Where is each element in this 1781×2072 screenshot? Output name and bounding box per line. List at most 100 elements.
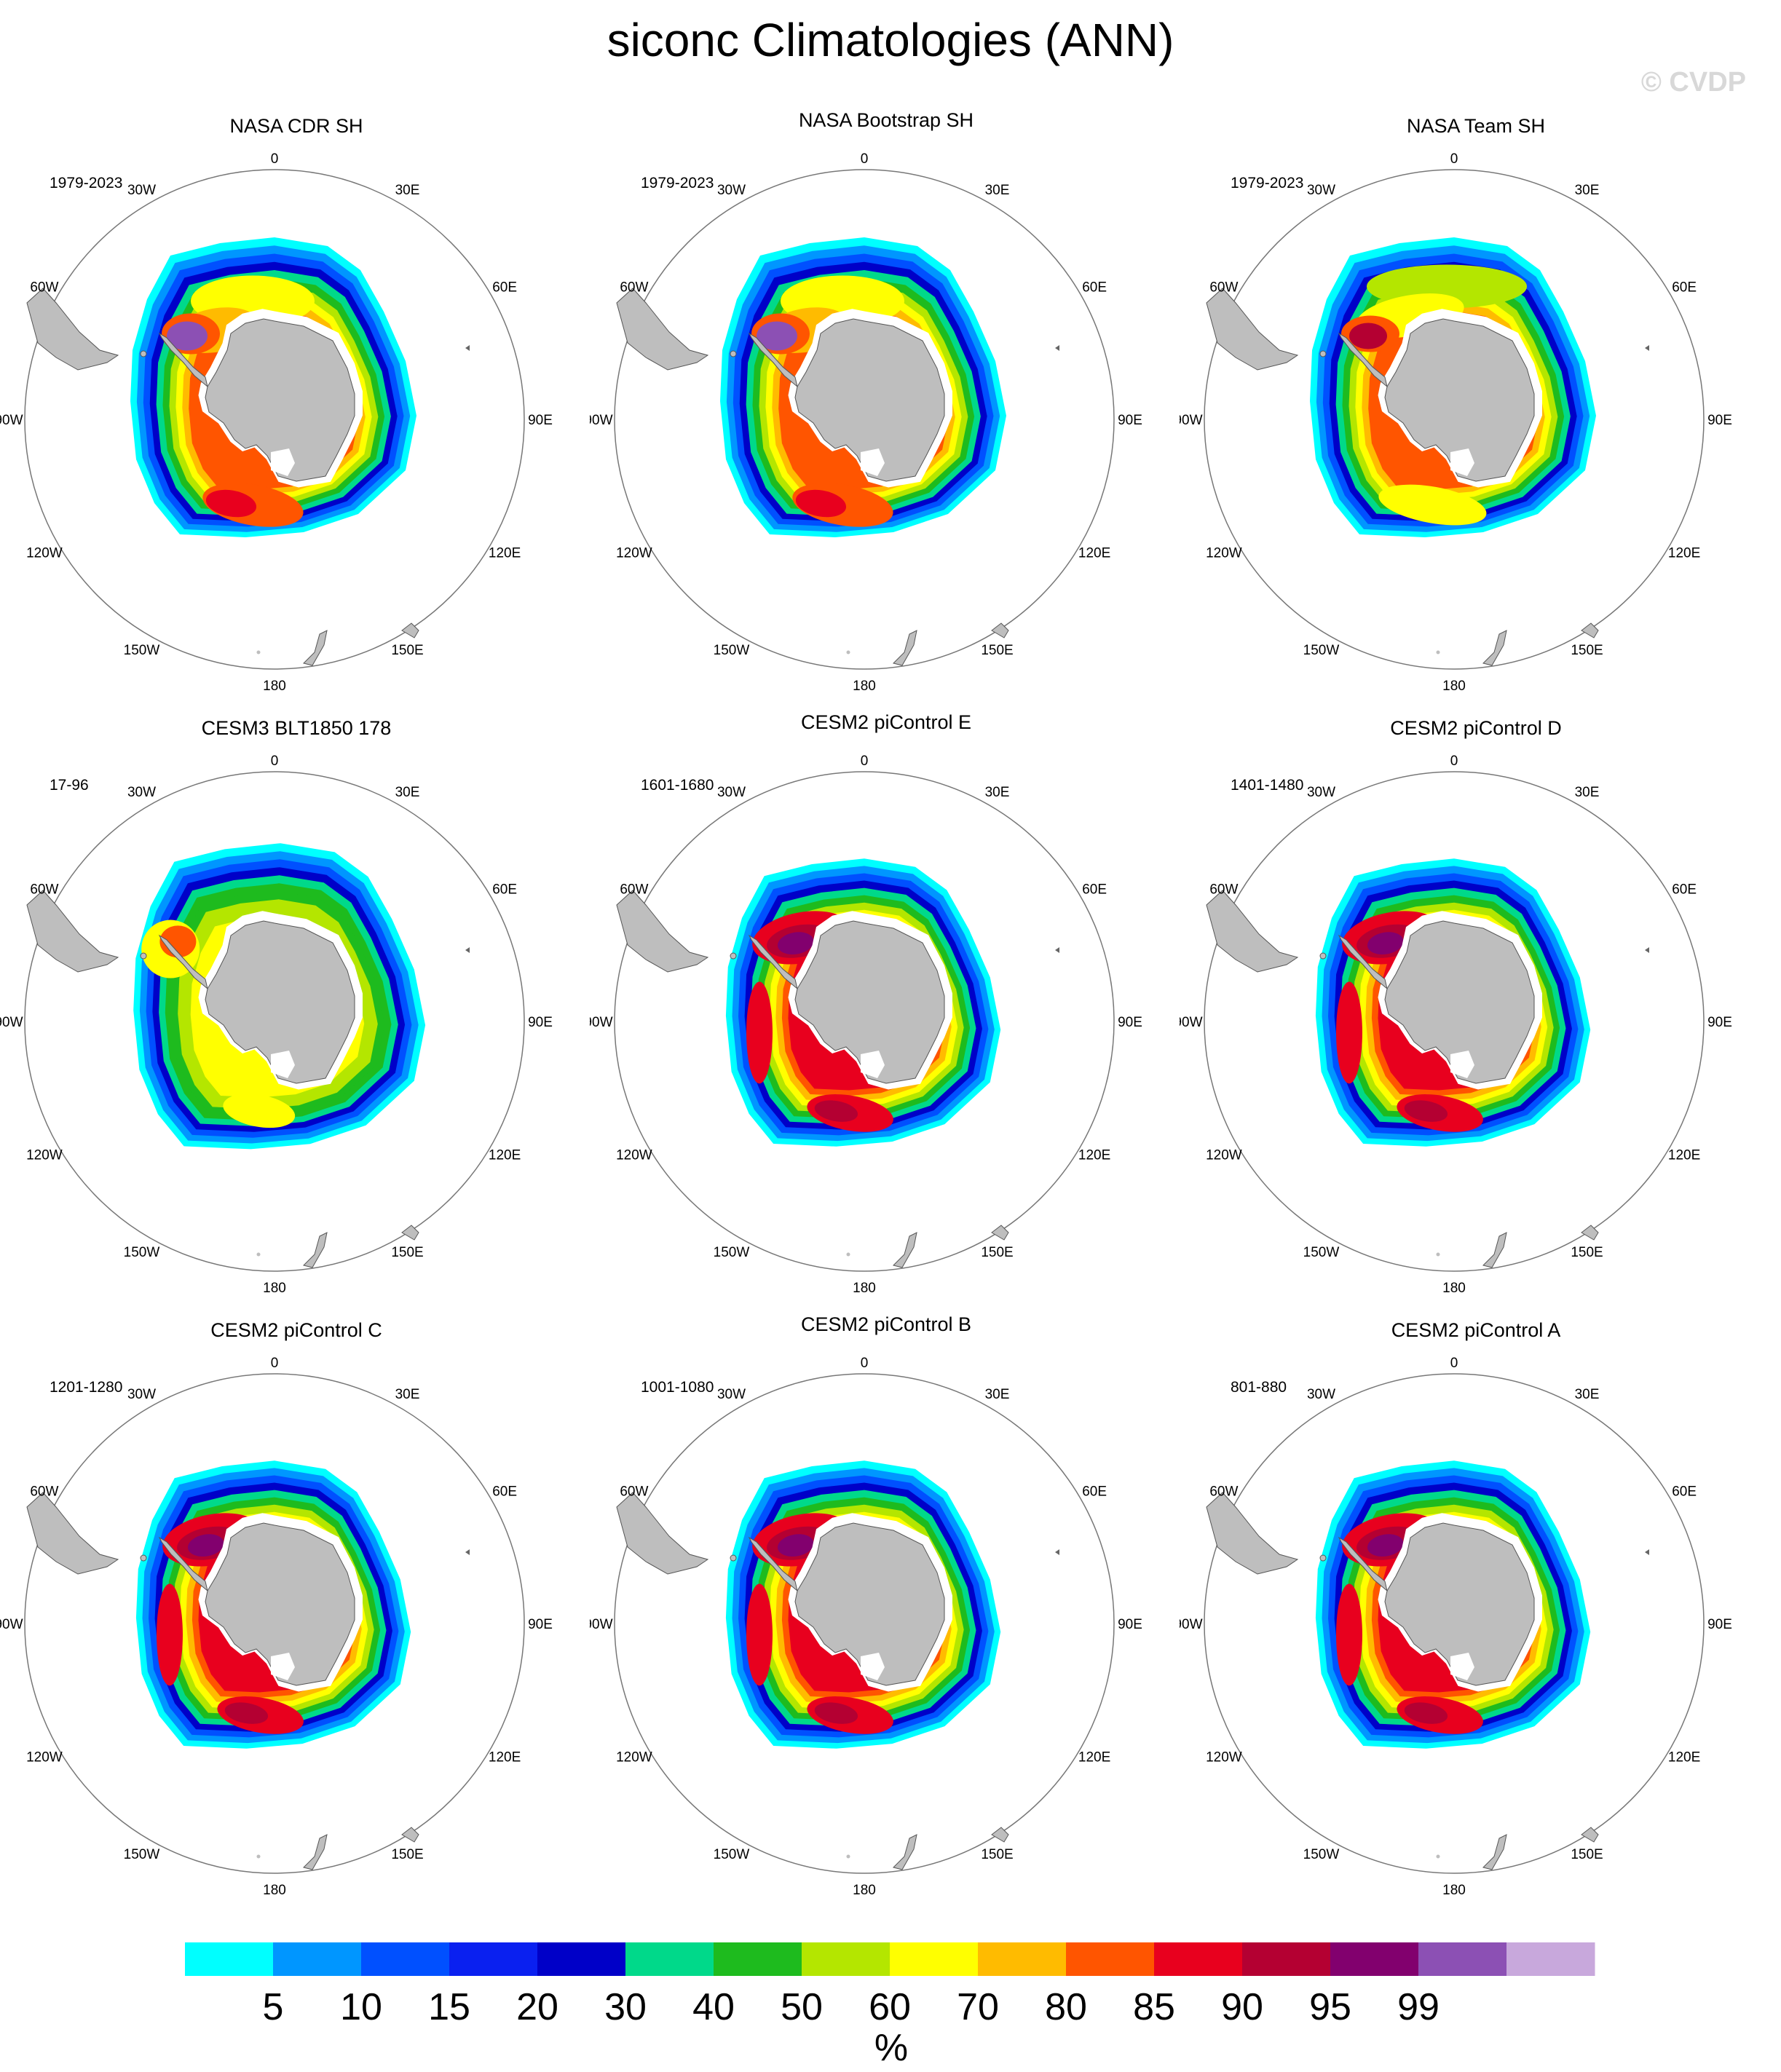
longitude-label: 30E	[985, 183, 1010, 198]
colorbar-swatch	[185, 1942, 274, 1976]
longitude-label: 60E	[492, 882, 517, 898]
colorbar-swatch	[1066, 1942, 1155, 1976]
panel-title: NASA CDR SH	[229, 115, 363, 137]
polar-map: 0 30E 60E 90E 120E 150E 180 150W 120W 90W 60W 30W	[0, 754, 553, 1296]
map-panel: NASA Bootstrap SH 0 30E 60E 90E 120E 150E 180 15…	[590, 109, 1182, 718]
colorbar-tick-label: 50	[781, 1986, 823, 2028]
colorbar-swatch	[537, 1942, 626, 1976]
period-label: 1001-1080	[641, 1379, 714, 1396]
new-zealand-landmass	[893, 630, 917, 666]
antarctica-landmass	[205, 1522, 355, 1686]
antarctica-landmass	[1384, 1522, 1535, 1686]
antarctica-landmass	[1384, 920, 1535, 1084]
ice-concentration-patch	[1378, 484, 1487, 526]
longitude-label: 30E	[395, 183, 420, 198]
ice-concentration-patch	[157, 1583, 183, 1686]
map-panel: NASA CDR SH 0 30E 60E 90E 120E 150E 180 150W 120W…	[0, 115, 593, 718]
longitude-label: 0	[861, 1356, 869, 1371]
new-zealand-landmass	[893, 1232, 917, 1268]
longitude-label: 90W	[1180, 413, 1203, 428]
longitude-label: 120W	[26, 1750, 63, 1765]
polar-map: 0 30E 60E 90E 120E 150E 180 150W 120W 90W 60W 30W	[1180, 151, 1732, 694]
polar-map: 0 30E 60E 90E 120E 150E 180 150W 120W 90W 60W 30W	[1180, 754, 1732, 1296]
longitude-label: 90W	[590, 1015, 613, 1030]
ice-concentration-patch	[224, 1702, 269, 1724]
antarctica-landmass	[794, 318, 945, 482]
longitude-label: 90E	[528, 413, 553, 428]
longitude-label: 90E	[1707, 1015, 1732, 1030]
longitude-label: 150E	[981, 1847, 1013, 1862]
colorbar-tick-label: 15	[428, 1986, 470, 2028]
longitude-label: 120W	[1206, 1148, 1242, 1163]
south-america-landmass	[616, 890, 709, 973]
colorbar-tick-label: 95	[1309, 1986, 1351, 2028]
period-label: 1601-1680	[641, 777, 714, 794]
longitude-label: 90W	[0, 1015, 23, 1030]
period-label: 17-96	[50, 777, 89, 794]
ice-concentration-patch	[187, 1534, 224, 1557]
longitude-label: 120W	[26, 1148, 63, 1163]
longitude-label: 60W	[620, 882, 648, 898]
new-zealand-landmass	[893, 1834, 917, 1870]
longitude-label: 120W	[616, 1750, 652, 1765]
longitude-label: 150W	[1303, 643, 1340, 658]
ice-concentration-patch	[746, 1583, 773, 1686]
ice-concentration-patch	[167, 321, 208, 351]
ice-concentration-patch	[1336, 1583, 1362, 1686]
antarctica-landmass	[205, 318, 355, 482]
longitude-label: 90W	[1180, 1015, 1203, 1030]
longitude-label: 30E	[1575, 183, 1600, 198]
longitude-label: 60W	[1209, 1484, 1238, 1500]
panel-title: CESM3 BLT1850 178	[201, 717, 392, 739]
period-label: 1979-2023	[50, 175, 123, 191]
longitude-label: 0	[1450, 754, 1458, 769]
longitude-label: 120E	[1078, 1750, 1110, 1765]
ice-concentration-patch	[1367, 932, 1404, 954]
colorbar-tick-label: 30	[604, 1986, 647, 2028]
panel-title: CESM2 piControl A	[1391, 1319, 1561, 1341]
ice-concentration-patch	[814, 1100, 858, 1122]
longitude-label: 0	[1450, 151, 1458, 167]
ice-concentration-patch	[777, 1534, 814, 1557]
longitude-label: 30W	[717, 1387, 746, 1402]
longitude-label: 30W	[717, 785, 746, 800]
longitude-label: 60E	[1082, 280, 1107, 296]
colorbar-tick-label: 60	[869, 1986, 911, 2028]
longitude-label: 180	[853, 679, 876, 694]
longitude-label: 120W	[616, 1148, 652, 1163]
longitude-label: 30E	[395, 785, 420, 800]
longitude-label: 60W	[620, 280, 648, 296]
longitude-label: 150W	[124, 1245, 160, 1260]
longitude-label: 60E	[492, 1484, 517, 1500]
figure-title: siconc Climatologies (ANN)	[607, 14, 1174, 66]
longitude-label: 0	[861, 151, 869, 167]
period-label: 1979-2023	[1231, 175, 1304, 191]
colorbar-unit-label: %	[874, 2027, 908, 2066]
longitude-label: 60W	[620, 1484, 648, 1500]
longitude-label: 30W	[127, 1387, 156, 1402]
longitude-label: 120W	[1206, 1750, 1242, 1765]
colorbar-tick-label: 80	[1045, 1986, 1087, 2028]
longitude-label: 90E	[1118, 1617, 1142, 1632]
antarctica-landmass	[794, 920, 945, 1084]
colorbar-swatch	[890, 1942, 979, 1976]
longitude-label: 150W	[714, 1245, 750, 1260]
longitude-label: 120E	[489, 1750, 521, 1765]
longitude-label: 150E	[1571, 1847, 1603, 1862]
south-america-landmass	[26, 288, 119, 371]
longitude-label: 90E	[1118, 1015, 1142, 1030]
ice-concentration-patch	[777, 932, 814, 954]
map-panel: CESM2 piControl D 0 30E 60E 90E 120E 150E 180 15…	[1180, 717, 1772, 1320]
longitude-label: 90W	[590, 413, 613, 428]
colorbar-swatch	[361, 1942, 450, 1976]
ice-concentration-patch	[1404, 1100, 1448, 1122]
longitude-label: 60E	[1672, 1484, 1697, 1500]
colorbar-tick-label: 90	[1221, 1986, 1263, 2028]
new-zealand-landmass	[1482, 630, 1507, 666]
longitude-label: 180	[853, 1883, 876, 1898]
map-panel: CESM2 piControl B 0 30E 60E 90E 120E 150E 180 15…	[590, 1313, 1182, 1922]
south-america-landmass	[1206, 288, 1299, 371]
ice-concentration-patch	[205, 489, 257, 518]
longitude-label: 150E	[391, 1847, 423, 1862]
map-panel: CESM2 piControl A 0 30E 60E 90E 120E 150E 180 15…	[1180, 1319, 1772, 1922]
